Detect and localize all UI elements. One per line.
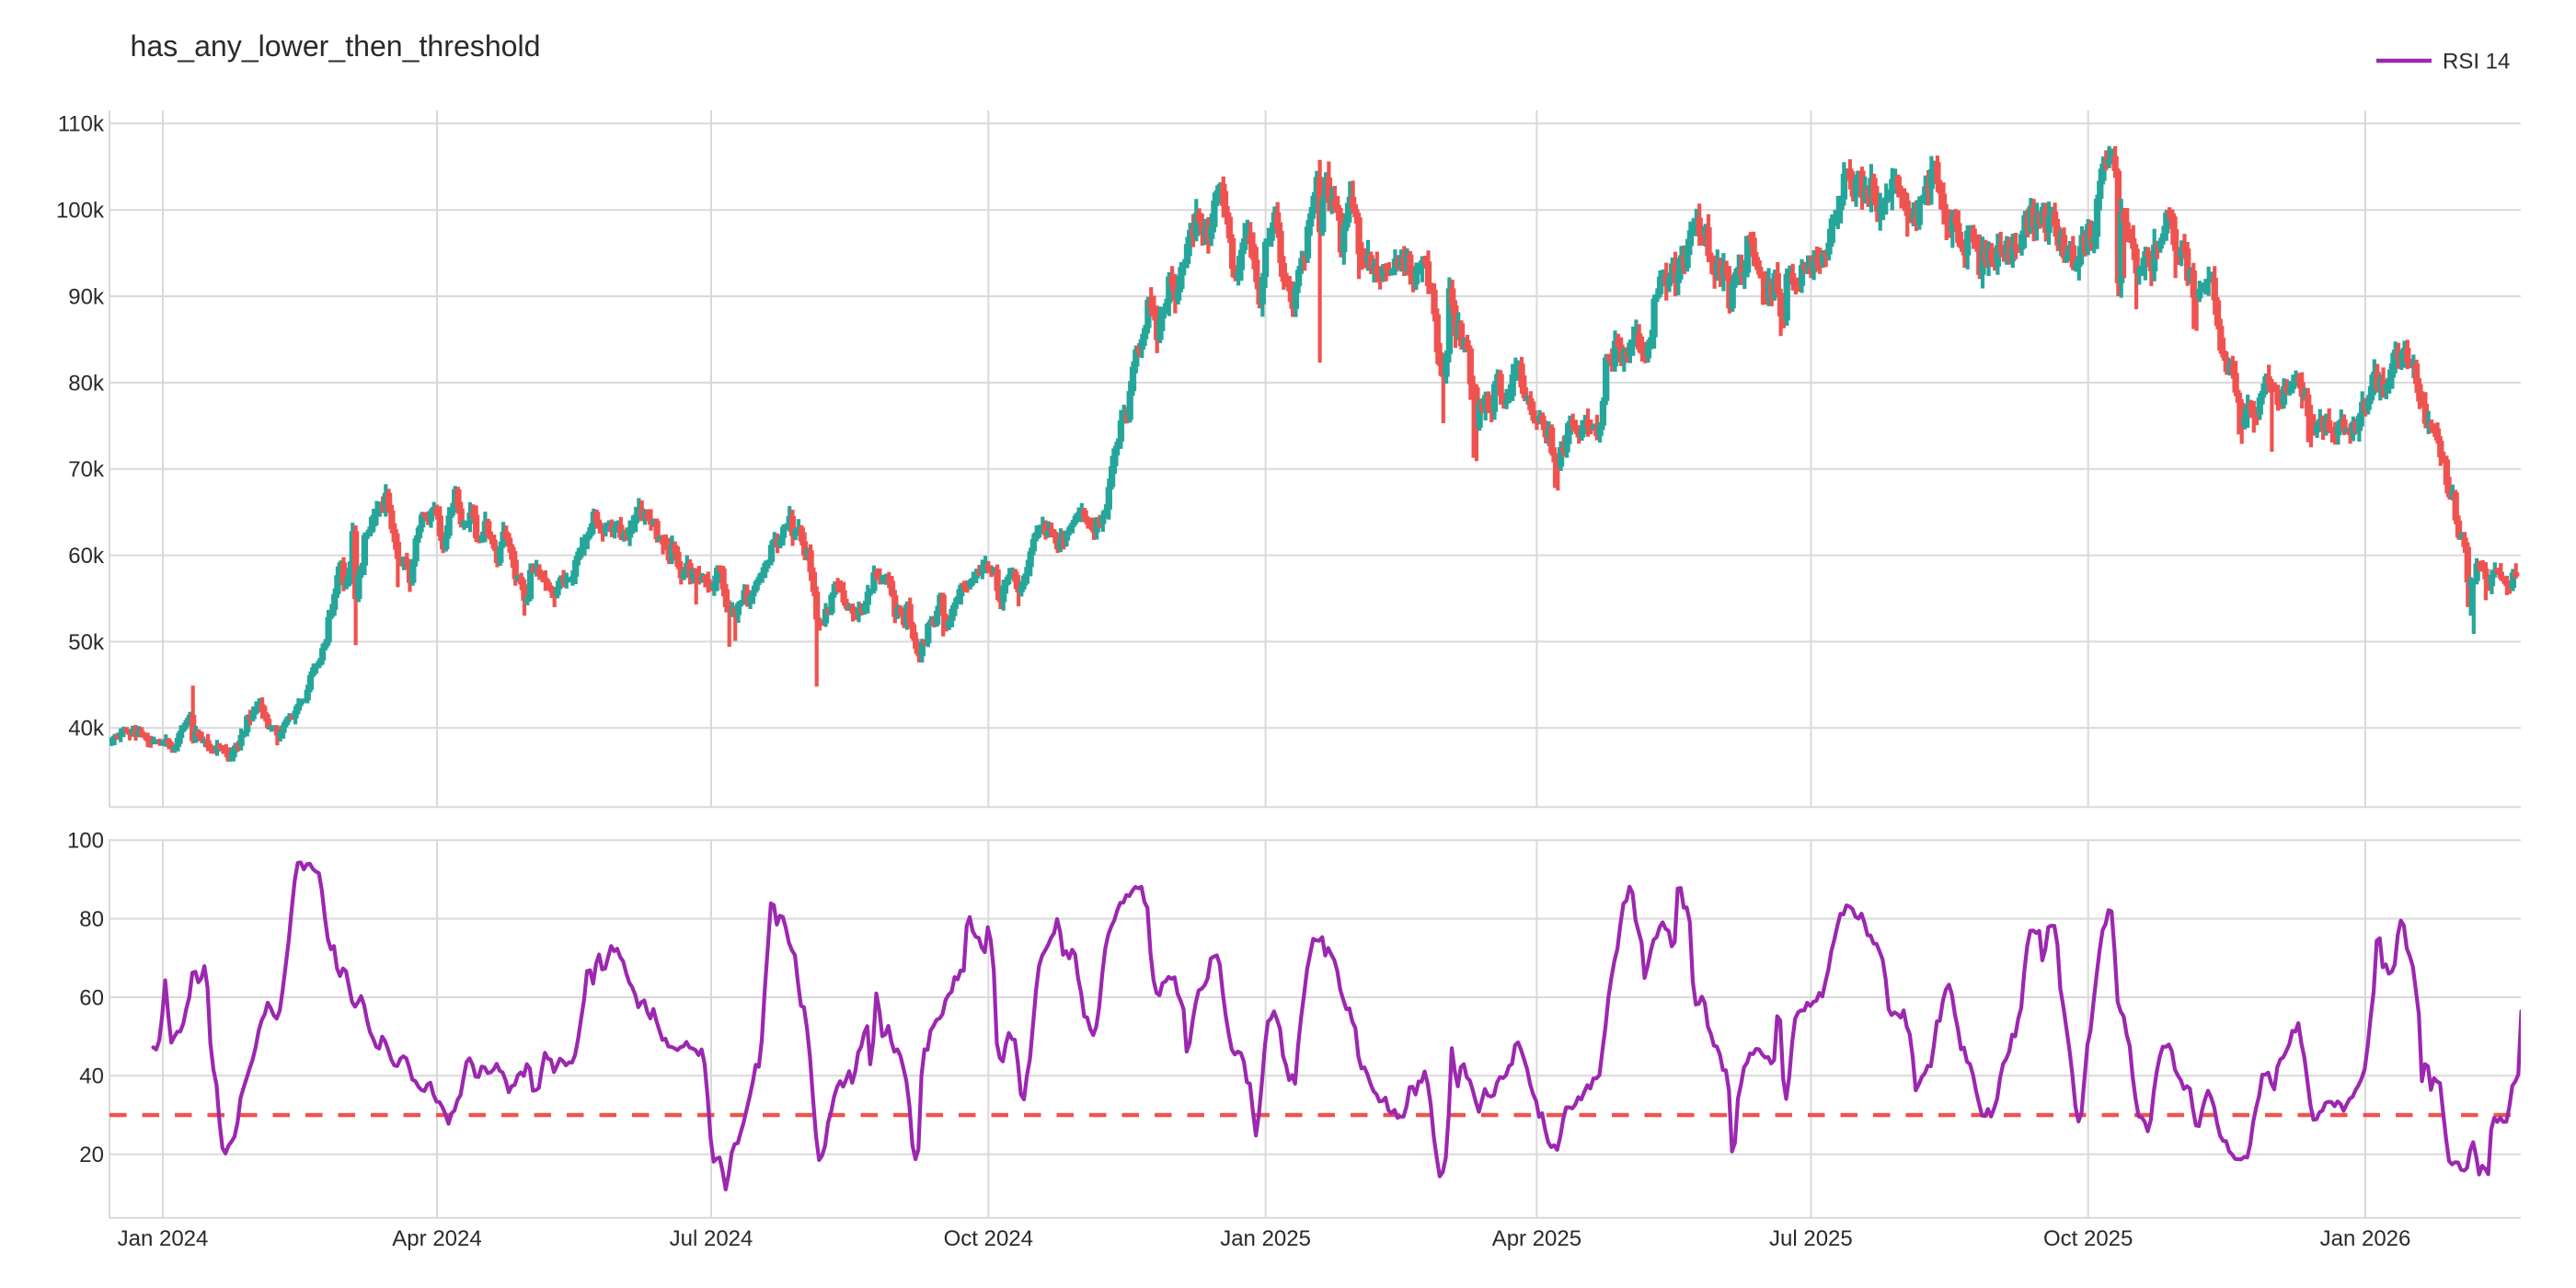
svg-text:80: 80 — [79, 907, 104, 932]
svg-text:has_any_lower_then_threshold: has_any_lower_then_threshold — [131, 29, 541, 63]
svg-text:70k: 70k — [68, 457, 105, 482]
svg-text:Jan 2025: Jan 2025 — [1220, 1226, 1311, 1251]
svg-text:Jul 2024: Jul 2024 — [670, 1226, 753, 1251]
svg-text:Jan 2024: Jan 2024 — [118, 1226, 209, 1251]
svg-text:RSI 14: RSI 14 — [2443, 50, 2510, 75]
svg-text:50k: 50k — [68, 630, 105, 655]
svg-text:80k: 80k — [68, 371, 105, 396]
svg-text:Apr 2024: Apr 2024 — [392, 1226, 481, 1251]
svg-text:Oct 2025: Oct 2025 — [2043, 1226, 2133, 1251]
svg-text:100k: 100k — [56, 199, 105, 224]
svg-text:40k: 40k — [68, 717, 105, 742]
svg-text:Jul 2025: Jul 2025 — [1769, 1226, 1853, 1251]
svg-text:Oct 2024: Oct 2024 — [944, 1226, 1033, 1251]
svg-text:60k: 60k — [68, 544, 105, 569]
svg-text:90k: 90k — [68, 284, 105, 309]
svg-text:Apr 2025: Apr 2025 — [1492, 1226, 1581, 1251]
svg-text:20: 20 — [79, 1143, 104, 1167]
svg-text:40: 40 — [79, 1064, 104, 1089]
svg-text:100: 100 — [67, 829, 104, 854]
svg-text:60: 60 — [79, 985, 104, 1010]
svg-text:Jan 2026: Jan 2026 — [2320, 1226, 2411, 1251]
svg-text:110k: 110k — [58, 112, 105, 137]
